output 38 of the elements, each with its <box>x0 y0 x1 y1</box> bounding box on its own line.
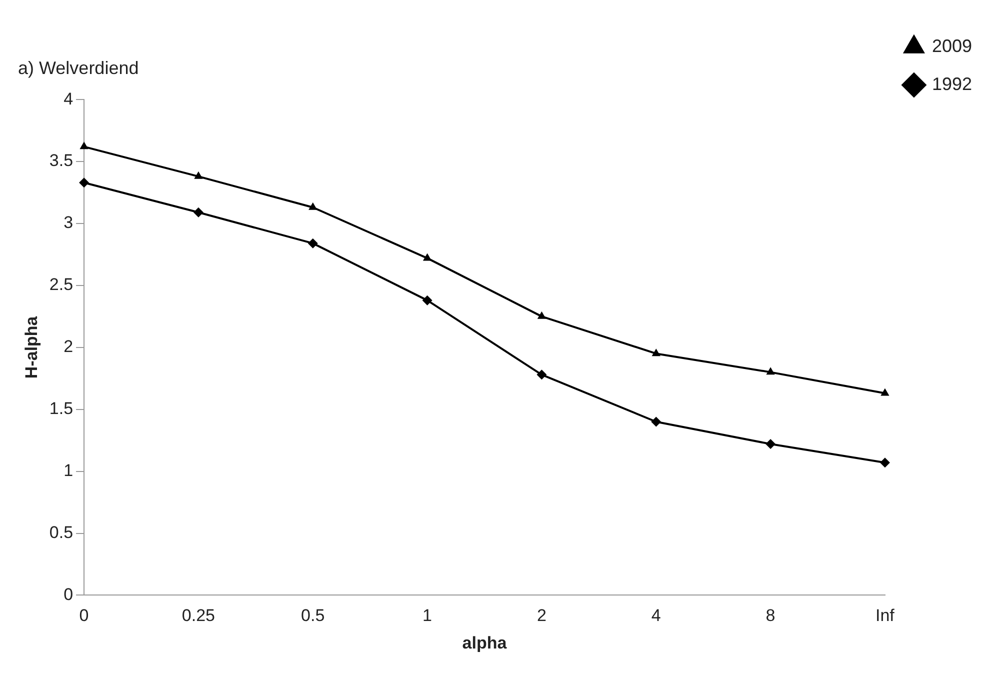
point <box>194 171 203 179</box>
point <box>422 295 432 306</box>
x-tick-label: 2 <box>536 606 546 626</box>
x-tick-label: 8 <box>766 606 776 626</box>
y-tick-label: 0.5 <box>49 522 74 542</box>
point <box>652 348 660 356</box>
y-tick-label: 2.5 <box>49 275 74 294</box>
point <box>308 238 318 248</box>
point <box>193 207 204 218</box>
chart-title: a) Welverdiend <box>18 58 139 78</box>
point <box>880 458 890 468</box>
y-tick-label: 1 <box>64 460 74 480</box>
point <box>79 178 90 188</box>
point <box>537 311 546 319</box>
x-tick-label: 0 <box>79 606 89 626</box>
legend-label: 2009 <box>932 36 972 56</box>
point <box>651 416 662 427</box>
point <box>766 367 775 375</box>
x-axis-title: alpha <box>462 633 508 652</box>
y-tick-label: 2 <box>64 337 74 356</box>
x-tick-label: 0.25 <box>182 606 215 626</box>
x-tick-label: Inf <box>876 606 895 626</box>
point <box>536 370 547 380</box>
y-tick-label: 1.5 <box>49 399 74 418</box>
x-tick-label: 0.5 <box>301 606 325 626</box>
y-tick-label: 3.5 <box>49 151 74 170</box>
y-tick-label: 3 <box>64 213 74 232</box>
y-tick-label: 0 <box>64 584 74 604</box>
point <box>880 388 890 396</box>
point <box>422 253 432 261</box>
y-axis-title: H-alpha <box>22 316 41 379</box>
point <box>766 439 776 450</box>
point <box>80 142 88 150</box>
x-tick-label: 4 <box>651 606 661 626</box>
point <box>308 202 318 210</box>
y-tick-label: 4 <box>64 89 74 108</box>
x-tick-label: 1 <box>422 606 432 626</box>
legend-label: 1992 <box>932 74 972 94</box>
